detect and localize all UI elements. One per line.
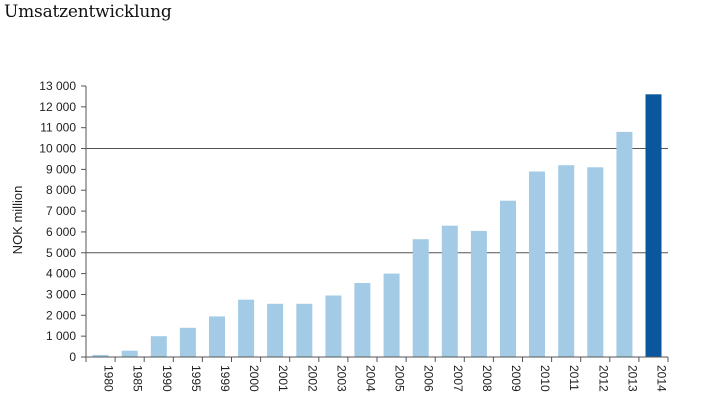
y-tick-label-8000: 8 000: [46, 183, 76, 197]
x-tick-label-2006: 2006: [422, 365, 436, 392]
bar-2011: [558, 165, 575, 357]
x-tick-label-2010: 2010: [538, 365, 552, 392]
x-tick-label-2003: 2003: [334, 365, 348, 392]
gridlines: [86, 148, 668, 254]
bar-2012: [587, 167, 604, 357]
y-tick-label-6000: 6 000: [46, 225, 76, 239]
bar-2002: [296, 303, 313, 357]
y-tick-labels: 0 1 000 2 000 3 000 4 000 5 000 6 000 7 000 8 00…: [39, 79, 76, 364]
y-tick-label-11000: 11 000: [40, 121, 76, 135]
bar-2014: [645, 94, 662, 358]
y-axis-title: NOK million: [10, 186, 25, 255]
x-tick-label-2014: 2014: [655, 365, 669, 392]
y-tick-label-2000: 2 000: [46, 308, 76, 322]
x-tick-label-2001: 2001: [276, 365, 290, 392]
x-tick-labels: 1980 1985 1990 1995 1999 2000 2001 2002 2003 2004…: [102, 365, 669, 392]
axes: [81, 85, 669, 362]
bar-2000: [238, 299, 255, 357]
x-tick-label-1995: 1995: [189, 365, 203, 392]
bar-2007: [441, 225, 458, 357]
y-tick-label-3000: 3 000: [46, 287, 76, 301]
bar-1985: [121, 350, 138, 357]
bar-2001: [267, 303, 284, 357]
y-tick-label-4000: 4 000: [46, 267, 76, 281]
x-tick-label-2008: 2008: [480, 365, 494, 392]
bar-1999: [209, 316, 225, 357]
y-tick-label-7000: 7 000: [46, 204, 76, 218]
x-tick-label-2009: 2009: [509, 365, 523, 392]
y-tick-label-10000: 10 000: [39, 142, 76, 156]
y-tick-label-5000: 5 000: [46, 246, 76, 260]
x-tick-label-1985: 1985: [131, 365, 145, 392]
bar-2005: [383, 273, 400, 357]
y-tick-label-9000: 9 000: [46, 162, 76, 176]
page-title: Umsatzentwicklung: [4, 2, 172, 22]
x-tick-label-2013: 2013: [625, 365, 639, 392]
y-tick-label-12000: 12 000: [39, 100, 76, 114]
bar-2003: [325, 295, 342, 357]
y-tick-label-13000: 13 000: [39, 79, 76, 93]
bar-2006: [412, 239, 429, 357]
bar-2009: [500, 200, 516, 357]
bars: [92, 94, 662, 358]
x-tick-label-2007: 2007: [451, 365, 465, 392]
x-tick-label-2000: 2000: [247, 365, 261, 392]
x-tick-label-1990: 1990: [160, 365, 174, 392]
bar-2013: [616, 131, 633, 357]
bar-2004: [354, 283, 371, 357]
x-tick-label-2002: 2002: [305, 365, 319, 392]
bar-1980: [92, 354, 109, 357]
x-tick-label-2012: 2012: [596, 365, 610, 392]
x-tick-label-1999: 1999: [218, 365, 232, 392]
bar-2010: [529, 171, 545, 357]
x-tick-label-2011: 2011: [567, 365, 581, 391]
x-tick-label-2005: 2005: [393, 365, 407, 392]
bar-2008: [470, 230, 487, 357]
y-tick-label-0: 0: [69, 350, 76, 364]
bar-1990: [150, 336, 167, 357]
x-tick-label-1980: 1980: [102, 365, 116, 392]
y-tick-label-1000: 1 000: [46, 329, 76, 343]
x-tick-label-2004: 2004: [363, 365, 377, 392]
bar-1995: [179, 327, 196, 357]
